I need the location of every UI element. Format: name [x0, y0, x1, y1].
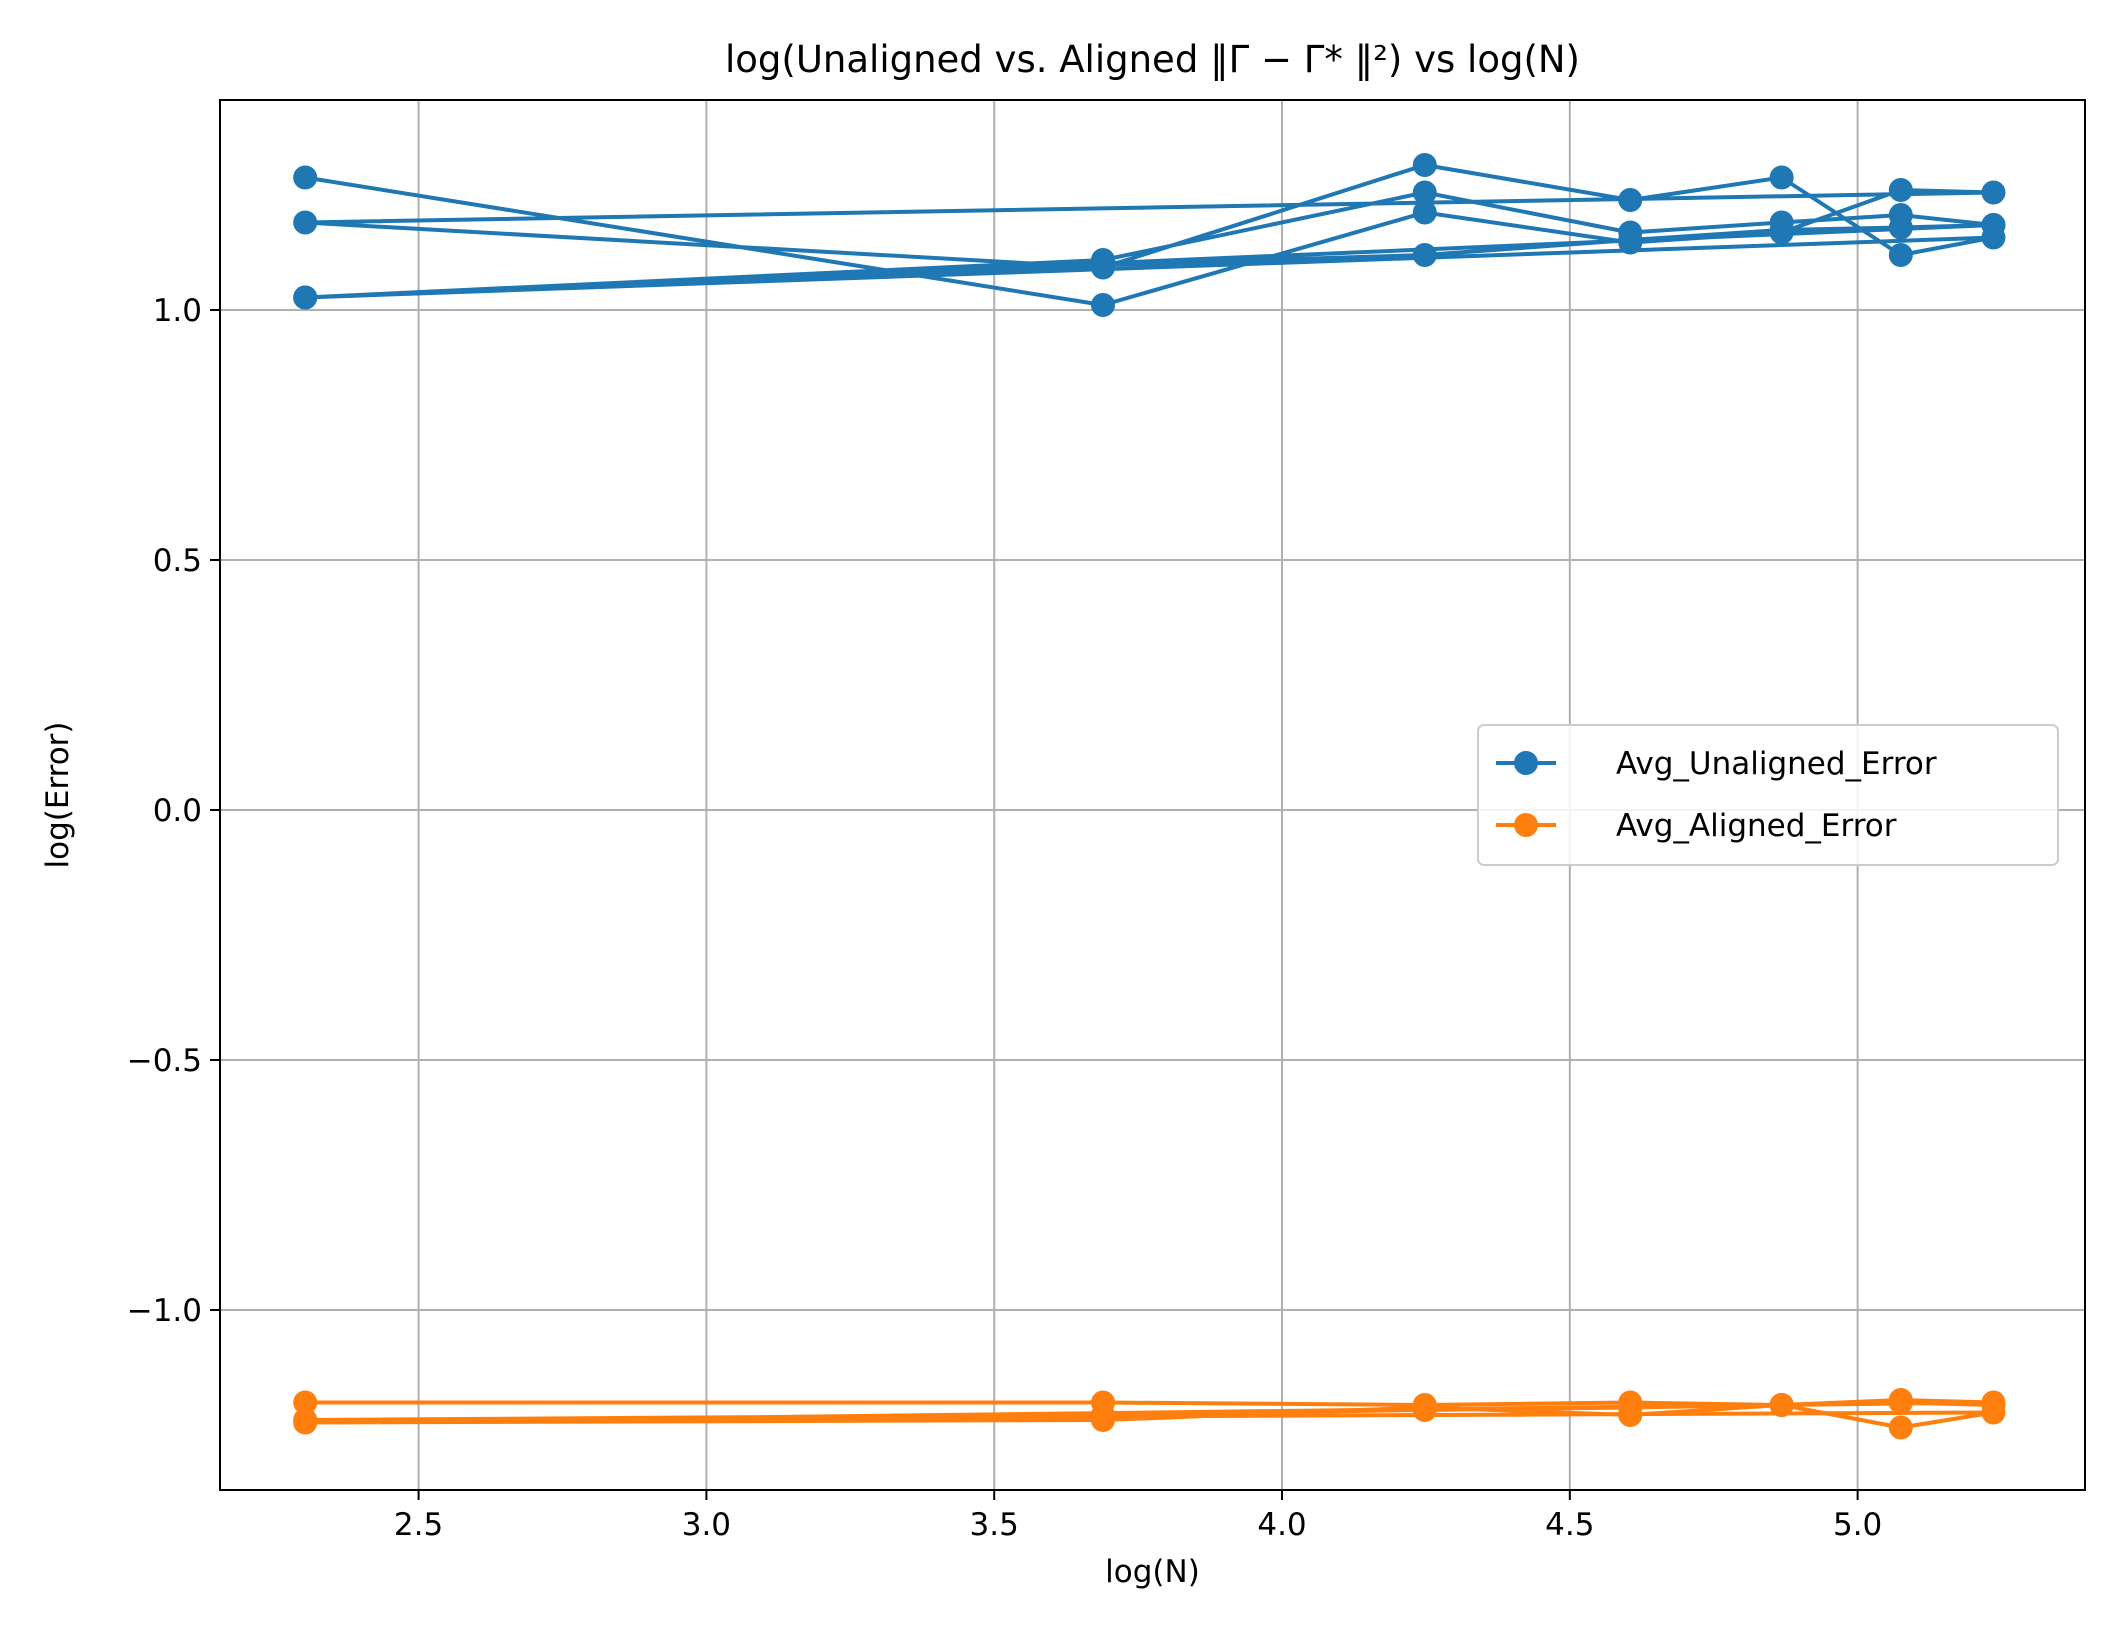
data-point	[1618, 1395, 1643, 1420]
data-point	[293, 285, 318, 310]
x-tick-label: 5.0	[1833, 1507, 1882, 1543]
y-tick-label: −0.5	[127, 1043, 202, 1079]
legend: Avg_Unaligned_Error Avg_Aligned_Error	[1477, 724, 2059, 866]
data-point	[293, 1390, 318, 1415]
data-point	[293, 165, 318, 190]
grid	[220, 100, 2085, 1490]
data-point	[1412, 200, 1437, 225]
legend-label: Avg_Unaligned_Error	[1616, 746, 1937, 782]
data-point	[1412, 180, 1437, 205]
axis-ticks: 2.5 3.0 3.5 4.0 4.5 5.0 −1.0 −0.5 0.0 0.5 1.0	[127, 293, 1883, 1543]
series-unaligned	[293, 153, 2006, 317]
data-point	[1981, 1393, 2006, 1417]
x-tick-label: 2.5	[394, 1507, 443, 1543]
y-axis-title: log(Error)	[40, 721, 76, 868]
legend-label: Avg_Aligned_Error	[1616, 808, 1897, 844]
legend-marker	[1514, 813, 1538, 837]
x-tick-label: 3.5	[970, 1507, 1019, 1543]
data-point	[1888, 1415, 1913, 1440]
data-point	[1769, 218, 1794, 242]
x-tick-label: 4.0	[1257, 1507, 1306, 1543]
data-point	[1888, 243, 1913, 267]
y-tick-label: 0.0	[153, 793, 202, 829]
data-point	[1090, 1403, 1115, 1427]
data-point	[1090, 253, 1115, 277]
plot-series	[293, 153, 2006, 1440]
data-point	[293, 210, 318, 235]
series-line	[303, 163, 1996, 307]
y-tick-label: −1.0	[127, 1293, 202, 1329]
y-tick-label: 0.5	[153, 543, 202, 579]
data-point	[1981, 180, 2006, 205]
data-point	[1769, 165, 1794, 190]
data-point	[1090, 293, 1115, 317]
data-point	[1618, 188, 1643, 212]
legend-entry: Avg_Unaligned_Error	[1496, 746, 1937, 782]
x-tick-label: 4.5	[1545, 1507, 1594, 1543]
data-point	[1888, 178, 1913, 202]
data-point	[1888, 1390, 1913, 1415]
x-axis-title: log(N)	[1105, 1554, 1200, 1590]
legend-entry: Avg_Aligned_Error	[1496, 808, 1897, 844]
data-point	[293, 1408, 318, 1432]
data-point	[1888, 215, 1913, 240]
x-tick-label: 3.0	[682, 1507, 731, 1543]
y-tick-label: 1.0	[153, 293, 202, 329]
data-point	[1769, 1393, 1794, 1417]
data-point	[1412, 1398, 1437, 1422]
data-point	[1981, 213, 2006, 237]
axes-frame	[219, 99, 2086, 1491]
data-point	[1618, 228, 1643, 252]
legend-marker	[1514, 751, 1538, 775]
series-aligned	[293, 1388, 2006, 1440]
chart-title: log(Unaligned vs. Aligned ‖Γ − Γ* ‖²) vs…	[725, 38, 1580, 81]
data-point	[1412, 153, 1437, 177]
data-point	[1412, 243, 1437, 267]
legend-box	[1477, 724, 2059, 866]
